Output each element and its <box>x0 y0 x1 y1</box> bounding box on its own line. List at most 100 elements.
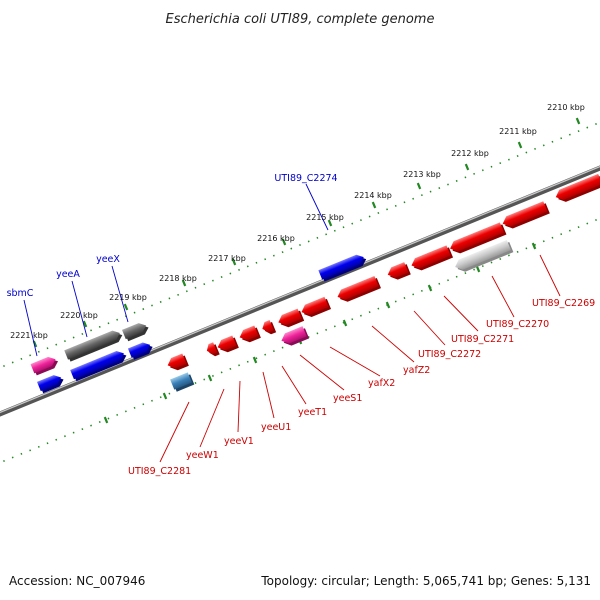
scale-dot <box>551 236 554 239</box>
gene-label-bottom: UTI89_C2270 <box>486 319 549 330</box>
scale-dot <box>90 424 93 427</box>
scale-dot <box>586 222 589 225</box>
scale-dot <box>229 272 232 275</box>
scale-dot <box>107 417 110 420</box>
scale-dot <box>316 236 319 239</box>
scale-label: 2210 kbp <box>547 103 585 112</box>
scale-dot <box>124 410 127 413</box>
scale-dot <box>447 279 449 282</box>
scale-dot <box>46 347 49 350</box>
scale-dot <box>203 283 206 286</box>
scale-dot <box>37 350 40 353</box>
scale-dot <box>142 403 145 406</box>
gene-label-bottom: yeeU1 <box>261 422 291 433</box>
gene-arrow-yeeU1 <box>262 320 277 335</box>
scale-dot <box>377 211 380 214</box>
gene-arrow-UTI89_C2274 <box>318 254 367 282</box>
scale-dot <box>20 357 23 360</box>
major-tick <box>385 301 391 309</box>
scale-label: 2220 kbp <box>60 311 98 320</box>
scale-dot <box>168 392 171 395</box>
scale-dot <box>81 332 84 335</box>
scale-dot <box>525 151 528 154</box>
gene-label-top: yeeX <box>96 254 120 265</box>
scale-dot <box>325 233 328 236</box>
scale-dot <box>264 258 267 261</box>
gene-label-bottom: yafZ2 <box>403 365 430 376</box>
leader-line <box>262 371 275 419</box>
major-tick <box>162 392 168 400</box>
major-tick <box>82 320 88 328</box>
gene-arrow-yeeW1-2 <box>206 342 220 357</box>
scale-dot <box>255 261 258 264</box>
scale-label: 2221 kbp <box>10 331 48 340</box>
major-tick <box>475 265 481 273</box>
scale-dot <box>142 308 145 311</box>
scale-dot <box>203 378 206 381</box>
gene-label-bottom: yeeW1 <box>186 450 219 461</box>
scale-dot <box>316 332 319 335</box>
leader-line <box>371 325 415 363</box>
scale-dot <box>211 374 214 377</box>
scale-dot <box>194 286 197 289</box>
gene-arrow-yeeA <box>64 330 123 362</box>
scale-dot <box>246 360 249 363</box>
scale-dot <box>455 179 458 182</box>
scale-dot <box>412 197 415 200</box>
scale-dot <box>481 169 484 172</box>
scale-dot <box>342 321 345 324</box>
scale-dot <box>90 329 93 332</box>
scale-dot <box>63 435 66 438</box>
major-tick <box>207 374 213 382</box>
scale-dot <box>72 336 75 339</box>
scale-dot <box>438 282 441 285</box>
scale-dot <box>490 261 493 264</box>
gene-label-bottom: UTI89_C2272 <box>418 349 481 360</box>
scale-dot <box>525 247 528 250</box>
major-tick <box>103 416 109 424</box>
scale-dot <box>55 438 58 441</box>
scale-dot <box>403 201 406 204</box>
scale-dot <box>272 254 275 257</box>
scale-dot <box>159 396 162 399</box>
scale-dot <box>551 140 554 143</box>
gene-arrow-yeeW1 <box>217 335 239 353</box>
inner-scale-track <box>3 218 597 463</box>
major-tick <box>464 163 470 171</box>
scale-dot <box>577 226 580 229</box>
leader-line <box>71 280 88 338</box>
scale-dot <box>46 442 49 445</box>
map-title: Escherichia coli UTI89, complete genome <box>166 12 435 27</box>
scale-dot <box>98 325 101 328</box>
scale-dot <box>238 364 241 367</box>
scale-dot <box>299 243 301 247</box>
outer-scale-track <box>3 117 597 368</box>
leader-line <box>443 295 479 332</box>
scale-dot <box>499 257 502 260</box>
scale-dot <box>3 364 5 368</box>
major-tick <box>342 319 348 327</box>
scale-dot <box>211 279 214 282</box>
gene-arrow-sbmC <box>30 356 59 376</box>
scale-dot <box>151 399 153 402</box>
leader-line <box>281 365 307 405</box>
scale-dot <box>394 300 397 303</box>
major-tick <box>231 258 237 266</box>
gene-arrow-yeeX <box>122 323 149 342</box>
gene-label-top: yeeA <box>56 269 80 280</box>
scale-dot <box>290 247 293 250</box>
scale-dot <box>490 165 493 168</box>
scale-dot <box>307 240 310 243</box>
scale-dot <box>464 176 467 179</box>
scale-label: 2216 kbp <box>257 234 295 243</box>
scale-dot <box>412 293 415 296</box>
scale-dot <box>568 133 571 136</box>
major-tick <box>531 242 537 250</box>
gene-arrow-UTI89_C2281-2 <box>170 372 195 392</box>
major-tick <box>181 279 187 287</box>
scale-dot <box>516 155 519 158</box>
leader-line <box>305 183 329 231</box>
gene-arrow-UTI89_C2272 <box>411 245 454 271</box>
scale-dot <box>586 126 589 129</box>
gene-label-bottom: yeeT1 <box>298 407 327 418</box>
